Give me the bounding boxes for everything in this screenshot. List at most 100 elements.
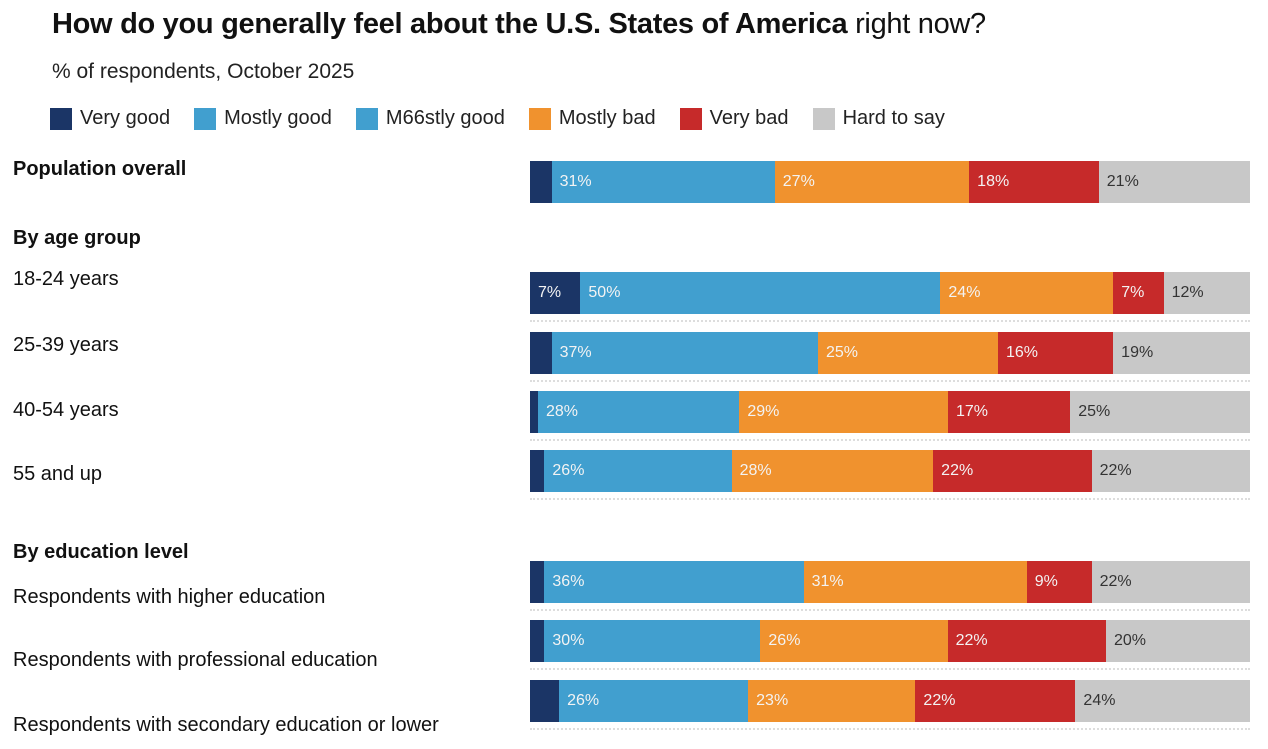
row-separator	[530, 380, 1250, 382]
data-label: 22%	[1099, 573, 1132, 590]
legend-label: Very good	[80, 107, 171, 129]
data-label: 31%	[811, 573, 844, 590]
row-label: Respondents with professional education	[13, 649, 378, 671]
bar-segment-very-bad: 9%	[1026, 561, 1092, 603]
data-label: 17%	[955, 403, 988, 420]
legend-item: M66stly good	[355, 107, 505, 130]
legend: Very good Mostly good M66stly good Mostly b…	[50, 107, 945, 130]
legend-label: Mostly good	[224, 107, 332, 129]
legend-swatch	[679, 107, 702, 130]
data-label: 28%	[546, 403, 579, 420]
data-label: 24%	[1083, 692, 1116, 709]
stacked-bar: 31% 27% 18% 21%	[530, 161, 1250, 203]
row-separator	[530, 498, 1250, 500]
bar-segment-very-good	[530, 332, 552, 374]
stacked-bar: 26% 28% 22% 22%	[530, 450, 1250, 492]
title-bold: How do you generally feel about the U.S.…	[52, 8, 848, 40]
bar-segment-very-bad: 22%	[947, 620, 1106, 662]
legend-label: Hard to say	[842, 107, 945, 129]
bar-segment-very-bad: 7%	[1113, 272, 1164, 314]
data-label: 25%	[1078, 403, 1111, 420]
data-label: 12%	[1171, 284, 1204, 301]
legend-item: Very bad	[679, 107, 789, 130]
bar-segment-mostly-bad: 24%	[940, 272, 1114, 314]
chart-title: How do you generally feel about the U.S.…	[52, 8, 986, 41]
bar-segment-mostly-good: 36%	[544, 561, 804, 603]
legend-item: Mostly bad	[528, 107, 656, 130]
data-label: 22%	[923, 692, 956, 709]
legend-swatch	[528, 107, 551, 130]
data-label: 21%	[1106, 173, 1139, 190]
row-label: 40-54 years	[13, 399, 119, 421]
row-label: Population overall	[13, 158, 187, 180]
row-separator	[530, 728, 1250, 730]
data-label: 23%	[756, 692, 789, 709]
data-label: 22%	[1099, 462, 1132, 479]
bar-segment-mostly-bad: 27%	[774, 161, 970, 203]
stacked-bar: 7% 50% 24% 7% 12%	[530, 272, 1250, 314]
data-label: 26%	[552, 462, 585, 479]
legend-swatch	[50, 107, 72, 130]
bar-segment-very-good	[530, 680, 560, 722]
group-header: By education level	[13, 541, 189, 563]
data-label: 50%	[588, 284, 621, 301]
data-label: 25%	[825, 344, 859, 361]
bar-segment-mostly-bad: 29%	[739, 391, 948, 433]
data-label: 29%	[747, 403, 780, 420]
bar-segment-hard-to-say: 21%	[1098, 161, 1250, 203]
bar-segment-mostly-good: 31%	[551, 161, 775, 203]
data-label: 30%	[552, 632, 585, 649]
chart-subtitle: % of respondents, October 2025	[52, 60, 355, 83]
bar-segment-hard-to-say: 12%	[1163, 272, 1250, 314]
stacked-bar: 30% 26% 22% 20%	[530, 620, 1250, 662]
legend-item: Very good	[50, 107, 170, 130]
bar-segment-mostly-good: 26%	[559, 680, 749, 722]
data-label: 22%	[955, 632, 988, 649]
data-label: 7%	[538, 284, 562, 301]
bar-segment-mostly-good: 28%	[538, 391, 740, 433]
bar-segment-very-good: 7%	[530, 272, 581, 314]
data-label: 24%	[948, 284, 981, 301]
title-light: right now?	[847, 8, 986, 40]
row-label: 18-24 years	[13, 268, 119, 290]
bar-segment-mostly-good: 37%	[551, 332, 818, 374]
legend-swatch	[355, 107, 378, 130]
bar-segment-mostly-bad: 25%	[817, 332, 998, 374]
bar-segment-mostly-bad: 28%	[731, 450, 934, 492]
legend-label: Mostly bad	[558, 107, 656, 129]
bar-segment-mostly-bad: 23%	[748, 680, 916, 722]
row-separator	[530, 668, 1250, 670]
data-label: 9%	[1034, 573, 1058, 590]
stacked-bar: 36% 31% 9% 22%	[530, 561, 1250, 603]
stacked-bar: 28% 29% 17% 25%	[530, 391, 1250, 433]
legend-swatch	[812, 107, 835, 130]
data-label: 36%	[552, 573, 585, 590]
bar-segment-very-good	[530, 391, 538, 433]
data-label: 26%	[768, 632, 801, 649]
bar-segment-very-good	[530, 561, 545, 603]
row-label: 55 and up	[13, 463, 102, 485]
bar-segment-hard-to-say: 22%	[1091, 450, 1250, 492]
data-label: 37%	[559, 344, 592, 361]
bar-segment-mostly-bad: 26%	[760, 620, 948, 662]
row-label: 25-39 years	[13, 334, 119, 356]
bar-segment-hard-to-say: 25%	[1070, 391, 1250, 433]
bar-segment-hard-to-say: 19%	[1113, 332, 1250, 374]
bar-segment-mostly-good: 50%	[580, 272, 941, 314]
stacked-bar: 26% 23% 22% 24%	[530, 680, 1250, 722]
row-separator	[530, 609, 1250, 611]
stacked-bar: 37% 25% 16% 19%	[530, 332, 1250, 374]
data-label: 22%	[941, 462, 974, 479]
bar-segment-very-bad: 18%	[969, 161, 1099, 203]
legend-item: Hard to say	[812, 107, 945, 130]
data-label: 20%	[1113, 632, 1146, 649]
bar-segment-very-good	[530, 450, 545, 492]
bar-segment-very-good	[530, 620, 545, 662]
row-separator	[530, 439, 1250, 441]
group-header: By age group	[13, 227, 141, 249]
data-label: 27%	[782, 173, 815, 190]
data-label: 18%	[977, 173, 1010, 190]
data-label: 26%	[567, 692, 600, 709]
bar-segment-hard-to-say: 24%	[1075, 680, 1250, 722]
data-label: 7%	[1121, 284, 1145, 301]
